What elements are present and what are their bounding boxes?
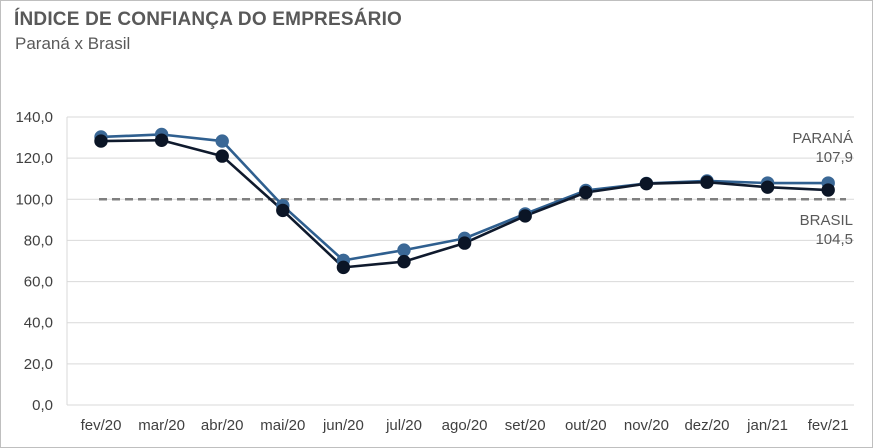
x-tick-label: fev/20	[81, 417, 122, 434]
x-tick-label: mar/20	[138, 417, 185, 434]
data-point-brasil	[94, 134, 108, 148]
end-label-value-brasil: 104,5	[815, 231, 853, 248]
x-tick-label: abr/20	[201, 417, 244, 434]
chart-title: ÍNDICE DE CONFIANÇA DO EMPRESÁRIO	[14, 9, 403, 30]
data-point-brasil	[276, 203, 290, 218]
data-point-brasil	[760, 180, 775, 194]
end-label-name-parana: PARANÁ	[792, 130, 853, 147]
data-point-brasil	[457, 236, 472, 250]
data-point-brasil	[579, 185, 593, 200]
end-label-value-parana: 107,9	[815, 149, 853, 166]
data-point-brasil	[518, 209, 532, 223]
x-tick-label: dez/20	[684, 417, 729, 434]
data-point-brasil	[215, 149, 229, 163]
x-tick-label: ago/20	[442, 417, 488, 434]
y-tick-label: 0,0	[32, 397, 53, 414]
x-tick-label: jun/20	[322, 417, 364, 434]
end-label-name-brasil: BRASIL	[800, 212, 853, 229]
data-point-brasil	[154, 133, 169, 147]
y-tick-label: 60,0	[24, 274, 53, 291]
data-point-brasil	[700, 175, 714, 189]
x-tick-label: mai/20	[260, 417, 305, 434]
x-tick-label: out/20	[565, 417, 607, 434]
data-point-brasil	[336, 260, 351, 275]
data-point-parana	[215, 134, 229, 148]
data-point-brasil	[639, 176, 654, 191]
y-tick-label: 40,0	[24, 315, 53, 332]
x-tick-label: nov/20	[624, 417, 669, 434]
data-point-brasil	[821, 183, 835, 197]
x-tick-label: jul/20	[385, 417, 422, 434]
y-tick-label: 140,0	[15, 109, 53, 126]
y-tick-label: 80,0	[24, 232, 53, 249]
x-tick-label: fev/21	[808, 417, 849, 434]
x-tick-label: jan/21	[746, 417, 788, 434]
y-tick-label: 20,0	[24, 356, 53, 373]
x-tick-label: set/20	[505, 417, 546, 434]
data-point-brasil	[397, 254, 411, 269]
chart-subtitle: Paraná x Brasil	[15, 34, 131, 53]
data-point-parana	[397, 243, 411, 257]
y-tick-label: 120,0	[15, 150, 53, 167]
y-tick-label: 100,0	[15, 191, 53, 208]
